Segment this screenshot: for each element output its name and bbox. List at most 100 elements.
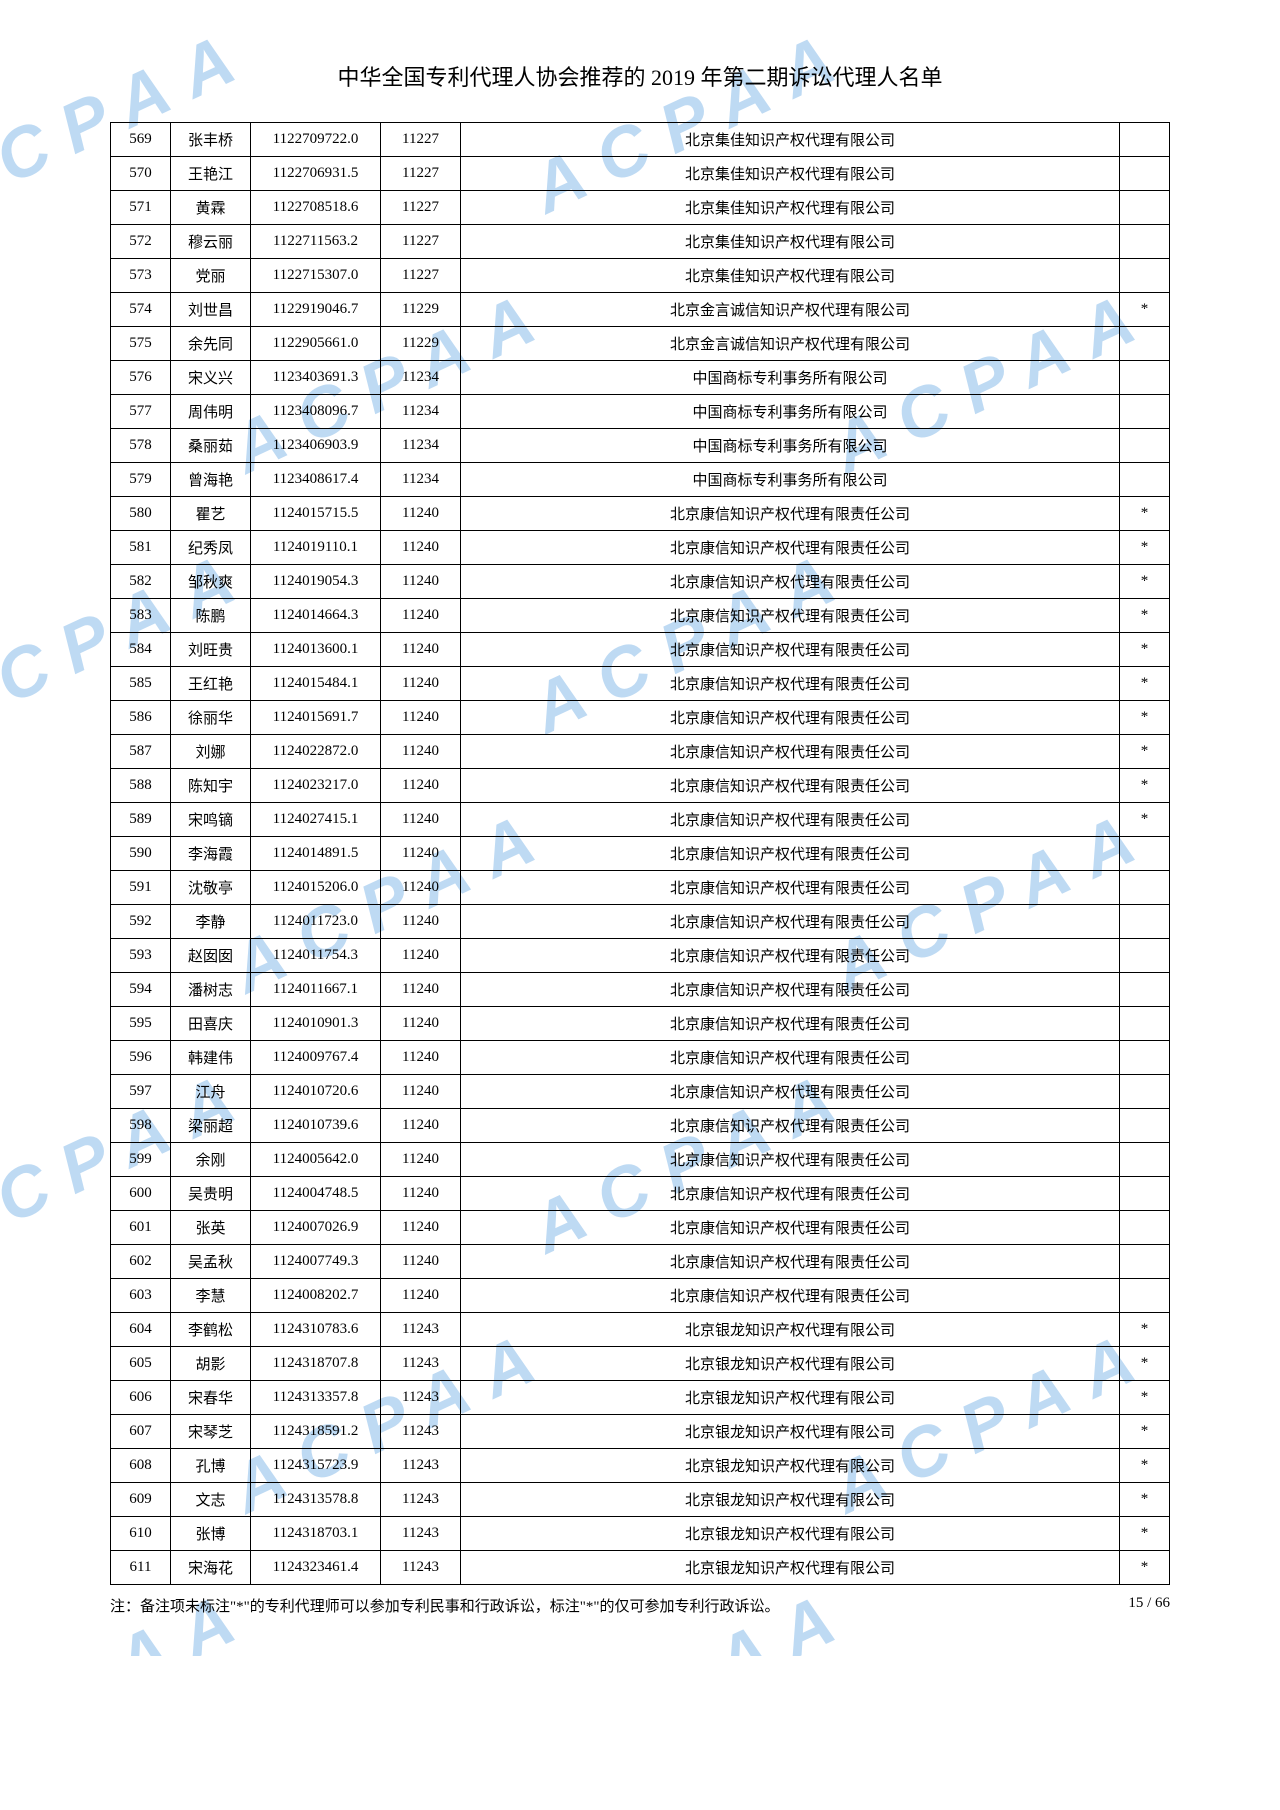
cell-org: 中国商标专利事务所有限公司 <box>461 395 1120 429</box>
cell-name: 宋义兴 <box>171 361 251 395</box>
cell-idx: 583 <box>111 599 171 633</box>
cell-name: 梁丽超 <box>171 1109 251 1143</box>
cell-orgno: 11229 <box>381 327 461 361</box>
cell-orgno: 11240 <box>381 871 461 905</box>
cell-org: 北京集佳知识产权代理有限公司 <box>461 191 1120 225</box>
cell-org: 北京集佳知识产权代理有限公司 <box>461 123 1120 157</box>
cell-idx: 577 <box>111 395 171 429</box>
cell-name: 吴孟秋 <box>171 1245 251 1279</box>
cell-mark <box>1120 905 1170 939</box>
cell-org: 北京康信知识产权代理有限责任公司 <box>461 1143 1120 1177</box>
cell-mark <box>1120 463 1170 497</box>
cell-mark: * <box>1120 1551 1170 1585</box>
cell-idx: 600 <box>111 1177 171 1211</box>
cell-orgno: 11240 <box>381 1007 461 1041</box>
cell-orgno: 11243 <box>381 1551 461 1585</box>
cell-idx: 585 <box>111 667 171 701</box>
cell-mark: * <box>1120 565 1170 599</box>
cell-idx: 587 <box>111 735 171 769</box>
cell-org: 中国商标专利事务所有限公司 <box>461 361 1120 395</box>
cell-org: 北京金言诚信知识产权代理有限公司 <box>461 327 1120 361</box>
cell-orgno: 11234 <box>381 361 461 395</box>
cell-mark <box>1120 837 1170 871</box>
cell-mark: * <box>1120 599 1170 633</box>
table-row: 579曾海艳1123408617.411234中国商标专利事务所有限公司 <box>111 463 1170 497</box>
table-row: 574刘世昌1122919046.711229北京金言诚信知识产权代理有限公司* <box>111 293 1170 327</box>
cell-orgno: 11234 <box>381 395 461 429</box>
cell-name: 纪秀凤 <box>171 531 251 565</box>
table-row: 611宋海花1124323461.411243北京银龙知识产权代理有限公司* <box>111 1551 1170 1585</box>
footnote-text: 注：备注项未标注"*"的专利代理师可以参加专利民事和行政诉讼，标注"*"的仅可参… <box>110 1595 780 1616</box>
cell-name: 李慧 <box>171 1279 251 1313</box>
cell-regno: 1124318591.2 <box>251 1415 381 1449</box>
cell-mark: * <box>1120 769 1170 803</box>
cell-org: 北京康信知识产权代理有限责任公司 <box>461 1041 1120 1075</box>
cell-org: 北京康信知识产权代理有限责任公司 <box>461 735 1120 769</box>
cell-regno: 1124011754.3 <box>251 939 381 973</box>
cell-idx: 593 <box>111 939 171 973</box>
cell-mark <box>1120 429 1170 463</box>
cell-name: 李鹤松 <box>171 1313 251 1347</box>
cell-mark <box>1120 871 1170 905</box>
cell-org: 北京康信知识产权代理有限责任公司 <box>461 939 1120 973</box>
cell-org: 北京银龙知识产权代理有限公司 <box>461 1517 1120 1551</box>
cell-mark <box>1120 939 1170 973</box>
table-row: 608孔博1124315723.911243北京银龙知识产权代理有限公司* <box>111 1449 1170 1483</box>
cell-orgno: 11240 <box>381 905 461 939</box>
cell-idx: 574 <box>111 293 171 327</box>
cell-regno: 1124323461.4 <box>251 1551 381 1585</box>
cell-regno: 1124010901.3 <box>251 1007 381 1041</box>
cell-idx: 572 <box>111 225 171 259</box>
cell-orgno: 11240 <box>381 837 461 871</box>
cell-regno: 1124015691.7 <box>251 701 381 735</box>
cell-idx: 601 <box>111 1211 171 1245</box>
cell-orgno: 11243 <box>381 1483 461 1517</box>
cell-orgno: 11240 <box>381 939 461 973</box>
cell-orgno: 11240 <box>381 1075 461 1109</box>
table-row: 569张丰桥1122709722.011227北京集佳知识产权代理有限公司 <box>111 123 1170 157</box>
table-row: 580瞿艺1124015715.511240北京康信知识产权代理有限责任公司* <box>111 497 1170 531</box>
cell-org: 北京康信知识产权代理有限责任公司 <box>461 599 1120 633</box>
table-row: 572穆云丽1122711563.211227北京集佳知识产权代理有限公司 <box>111 225 1170 259</box>
cell-regno: 1124010720.6 <box>251 1075 381 1109</box>
cell-orgno: 11240 <box>381 1211 461 1245</box>
table-row: 599余刚1124005642.011240北京康信知识产权代理有限责任公司 <box>111 1143 1170 1177</box>
cell-org: 北京康信知识产权代理有限责任公司 <box>461 1245 1120 1279</box>
cell-idx: 590 <box>111 837 171 871</box>
cell-regno: 1124313357.8 <box>251 1381 381 1415</box>
cell-idx: 609 <box>111 1483 171 1517</box>
table-row: 605胡影1124318707.811243北京银龙知识产权代理有限公司* <box>111 1347 1170 1381</box>
cell-org: 北京集佳知识产权代理有限公司 <box>461 225 1120 259</box>
table-row: 573党丽1122715307.011227北京集佳知识产权代理有限公司 <box>111 259 1170 293</box>
cell-regno: 1123403691.3 <box>251 361 381 395</box>
cell-name: 宋海花 <box>171 1551 251 1585</box>
cell-name: 江舟 <box>171 1075 251 1109</box>
cell-name: 陈知宇 <box>171 769 251 803</box>
cell-idx: 589 <box>111 803 171 837</box>
cell-orgno: 11240 <box>381 803 461 837</box>
cell-org: 北京银龙知识产权代理有限公司 <box>461 1483 1120 1517</box>
table-row: 597江舟1124010720.611240北京康信知识产权代理有限责任公司 <box>111 1075 1170 1109</box>
cell-mark <box>1120 1075 1170 1109</box>
table-row: 577周伟明1123408096.711234中国商标专利事务所有限公司 <box>111 395 1170 429</box>
cell-name: 刘世昌 <box>171 293 251 327</box>
cell-orgno: 11227 <box>381 157 461 191</box>
table-row: 583陈鹏1124014664.311240北京康信知识产权代理有限责任公司* <box>111 599 1170 633</box>
cell-name: 王红艳 <box>171 667 251 701</box>
cell-idx: 603 <box>111 1279 171 1313</box>
cell-orgno: 11243 <box>381 1449 461 1483</box>
table-row: 582邹秋爽1124019054.311240北京康信知识产权代理有限责任公司* <box>111 565 1170 599</box>
cell-name: 赵囡囡 <box>171 939 251 973</box>
cell-idx: 605 <box>111 1347 171 1381</box>
cell-regno: 1123406903.9 <box>251 429 381 463</box>
cell-orgno: 11227 <box>381 191 461 225</box>
cell-orgno: 11240 <box>381 1109 461 1143</box>
cell-mark <box>1120 1007 1170 1041</box>
cell-name: 余先同 <box>171 327 251 361</box>
cell-org: 北京银龙知识产权代理有限公司 <box>461 1551 1120 1585</box>
cell-org: 北京银龙知识产权代理有限公司 <box>461 1313 1120 1347</box>
footer-note: 注：备注项未标注"*"的专利代理师可以参加专利民事和行政诉讼，标注"*"的仅可参… <box>110 1595 1170 1616</box>
cell-idx: 608 <box>111 1449 171 1483</box>
cell-name: 周伟明 <box>171 395 251 429</box>
cell-name: 胡影 <box>171 1347 251 1381</box>
